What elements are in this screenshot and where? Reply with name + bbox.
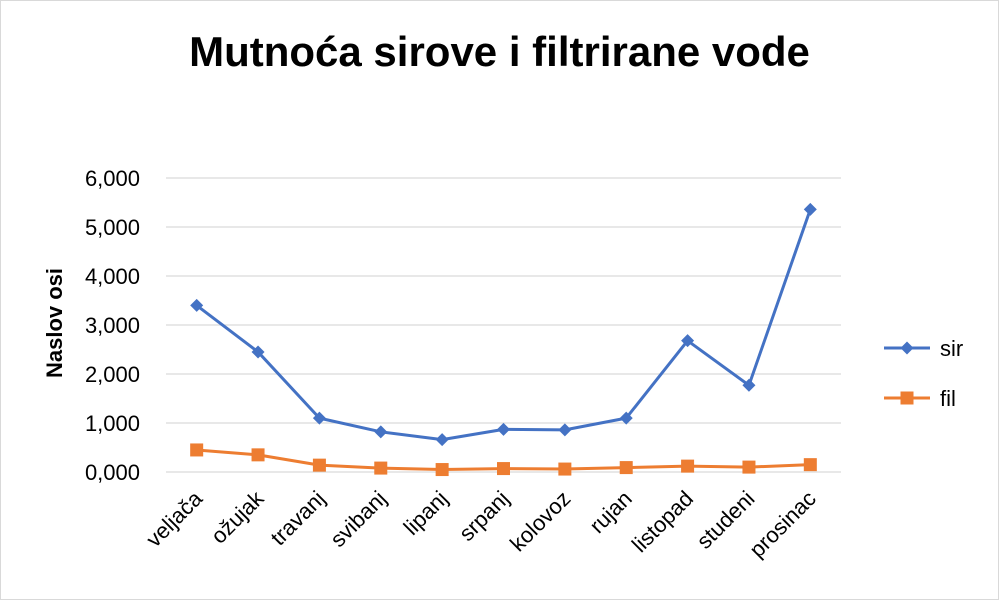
data-point-diamond xyxy=(619,411,633,425)
x-tick-label: svibanj xyxy=(325,486,391,552)
data-point-diamond xyxy=(251,345,265,359)
legend-item-fil: fil xyxy=(884,386,956,411)
gridlines xyxy=(166,177,841,473)
y-axis-title: Naslov osi xyxy=(42,268,67,378)
data-point-diamond xyxy=(742,378,756,392)
data-point-diamond xyxy=(190,298,204,312)
legend-label: fil xyxy=(940,386,956,411)
x-tick-label: rujan xyxy=(584,486,636,538)
data-point-diamond xyxy=(558,423,572,437)
y-tick-label: 0,000 xyxy=(85,460,140,485)
legend: sir fil xyxy=(884,336,963,411)
data-point-diamond xyxy=(803,202,817,216)
data-point-square xyxy=(190,443,204,457)
y-tick-label: 6,000 xyxy=(85,166,140,191)
series-sir xyxy=(190,202,817,447)
chart-title: Mutnoća sirove i filtrirane vode xyxy=(189,28,810,75)
data-point-square xyxy=(900,391,914,405)
legend-label: sir xyxy=(940,336,963,361)
x-tick-label: ožujak xyxy=(206,485,269,548)
data-point-square xyxy=(558,462,572,476)
legend-item-sir: sir xyxy=(884,336,963,361)
y-axis-ticks: 0,000 1,000 2,000 3,000 4,000 5,000 6,000 xyxy=(85,166,140,485)
y-tick-label: 1,000 xyxy=(85,411,140,436)
data-point-square xyxy=(742,460,756,474)
x-tick-label: listopad xyxy=(627,486,698,557)
data-point-diamond xyxy=(312,411,326,425)
data-point-diamond xyxy=(435,433,449,447)
data-point-diamond xyxy=(497,422,510,436)
series-lines xyxy=(190,202,817,477)
y-tick-label: 4,000 xyxy=(85,264,140,289)
data-point-square xyxy=(251,448,265,462)
data-point-square xyxy=(619,461,633,475)
data-point-square xyxy=(681,459,695,473)
x-tick-label: srpanj xyxy=(454,486,514,546)
data-point-square xyxy=(435,463,449,477)
data-point-square xyxy=(803,458,817,472)
x-tick-label: prosinac xyxy=(744,486,820,562)
y-tick-label: 2,000 xyxy=(85,362,140,387)
x-tick-label: kolovoz xyxy=(505,486,575,556)
y-tick-label: 3,000 xyxy=(85,313,140,338)
data-point-diamond xyxy=(374,425,388,439)
y-tick-label: 5,000 xyxy=(85,215,140,240)
data-point-diamond xyxy=(900,341,914,355)
x-tick-label: travanj xyxy=(266,486,330,550)
series-fil xyxy=(190,443,817,477)
x-tick-label: veljača xyxy=(141,485,208,552)
data-point-square xyxy=(374,461,388,475)
data-point-square xyxy=(312,458,326,472)
data-point-square xyxy=(497,462,510,476)
data-point-diamond xyxy=(681,334,695,348)
x-tick-label: lipanj xyxy=(399,486,453,540)
